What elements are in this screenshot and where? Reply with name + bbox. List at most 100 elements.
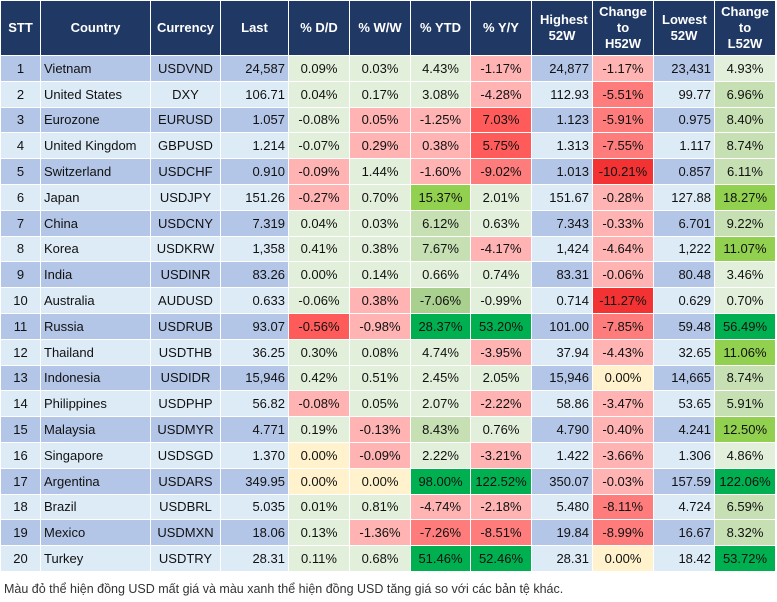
cell-pct-ytd: 15.37% xyxy=(410,183,471,211)
cell-low-52w: 32.65 xyxy=(653,338,715,366)
cell-change-h52w: -3.66% xyxy=(592,441,654,469)
cell-low-52w: 6.701 xyxy=(653,209,715,237)
cell-low-52w: 80.48 xyxy=(653,261,715,289)
cell-stt: 6 xyxy=(0,183,41,211)
cell-country: Turkey xyxy=(40,545,151,572)
cell-pct-yy: 2.05% xyxy=(470,364,532,392)
table-row: 9 India USDINR 83.26 0.00% 0.14% 0.66% 0.74% 83.… xyxy=(0,261,776,289)
cell-pct-dd: 0.00% xyxy=(288,261,350,289)
table-row: 13 Indonesia USDIDR 15,946 0.42% 0.51% 2.45% 2.… xyxy=(0,364,776,392)
cell-pct-ww: 0.03% xyxy=(349,55,411,82)
cell-pct-dd: 0.09% xyxy=(288,55,350,82)
cell-change-h52w: 0.00% xyxy=(592,364,654,392)
cell-pct-dd: 0.13% xyxy=(288,519,350,547)
cell-pct-ww: 0.17% xyxy=(349,80,411,108)
cell-currency: EURUSD xyxy=(150,106,221,134)
cell-pct-yy: -3.95% xyxy=(470,338,532,366)
cell-pct-yy: -4.17% xyxy=(470,235,532,263)
header-currency: Currency xyxy=(150,0,221,56)
cell-stt: 3 xyxy=(0,106,41,134)
cell-pct-dd: 0.30% xyxy=(288,338,350,366)
cell-currency: USDMYR xyxy=(150,416,221,443)
cell-pct-ww: 0.70% xyxy=(349,183,411,211)
cell-pct-ytd: 2.45% xyxy=(410,364,471,392)
cell-change-l52w: 6.59% xyxy=(714,493,776,521)
cell-last: 4.771 xyxy=(220,416,289,443)
table-row: 10 Australia AUDUSD 0.633 -0.06% 0.38% -7.06% -… xyxy=(0,287,776,314)
cell-change-l52w: 0.70% xyxy=(714,287,776,314)
cell-change-h52w: -7.85% xyxy=(592,312,654,340)
cell-low-52w: 4.724 xyxy=(653,493,715,521)
cell-pct-dd: 0.04% xyxy=(288,209,350,237)
cell-pct-yy: 52.46% xyxy=(470,545,532,572)
cell-currency: GBPUSD xyxy=(150,132,221,160)
cell-change-h52w: -0.40% xyxy=(592,416,654,443)
cell-pct-ytd: 3.08% xyxy=(410,80,471,108)
table-row: 11 Russia USDRUB 93.07 -0.56% -0.98% 28.37% 53.… xyxy=(0,312,776,340)
header-change-l52w: Change to L52W xyxy=(714,0,776,56)
cell-high-52w: 15,946 xyxy=(531,364,593,392)
cell-last: 1,358 xyxy=(220,235,289,263)
cell-country: Korea xyxy=(40,235,151,263)
cell-low-52w: 59.48 xyxy=(653,312,715,340)
cell-pct-ww: 0.00% xyxy=(349,467,411,495)
cell-low-52w: 0.975 xyxy=(653,106,715,134)
cell-low-52w: 1.306 xyxy=(653,441,715,469)
cell-last: 93.07 xyxy=(220,312,289,340)
table-row: 8 Korea USDKRW 1,358 0.41% 0.38% 7.67% -4.17% 1,… xyxy=(0,235,776,263)
cell-high-52w: 83.31 xyxy=(531,261,593,289)
cell-pct-ytd: 28.37% xyxy=(410,312,471,340)
cell-change-l52w: 53.72% xyxy=(714,545,776,572)
cell-last: 0.910 xyxy=(220,158,289,185)
cell-pct-yy: 5.75% xyxy=(470,132,532,160)
cell-pct-ytd: 98.00% xyxy=(410,467,471,495)
cell-last: 56.82 xyxy=(220,390,289,418)
cell-currency: USDPHP xyxy=(150,390,221,418)
cell-change-h52w: -8.99% xyxy=(592,519,654,547)
cell-high-52w: 24,877 xyxy=(531,55,593,82)
cell-pct-ww: -0.98% xyxy=(349,312,411,340)
cell-high-52w: 19.84 xyxy=(531,519,593,547)
cell-stt: 16 xyxy=(0,441,41,469)
cell-change-l52w: 9.22% xyxy=(714,209,776,237)
cell-country: Australia xyxy=(40,287,151,314)
header-ytd: % YTD xyxy=(410,0,471,56)
cell-last: 106.71 xyxy=(220,80,289,108)
cell-currency: DXY xyxy=(150,80,221,108)
cell-low-52w: 127.88 xyxy=(653,183,715,211)
cell-pct-dd: 0.04% xyxy=(288,80,350,108)
cell-currency: USDARS xyxy=(150,467,221,495)
cell-pct-dd: 0.00% xyxy=(288,441,350,469)
cell-change-l52w: 18.27% xyxy=(714,183,776,211)
cell-high-52w: 1.123 xyxy=(531,106,593,134)
cell-high-52w: 101.00 xyxy=(531,312,593,340)
cell-pct-yy: -0.99% xyxy=(470,287,532,314)
cell-pct-dd: 0.41% xyxy=(288,235,350,263)
cell-change-l52w: 12.50% xyxy=(714,416,776,443)
cell-pct-yy: 0.76% xyxy=(470,416,532,443)
cell-pct-ww: -0.13% xyxy=(349,416,411,443)
cell-pct-dd: -0.56% xyxy=(288,312,350,340)
cell-change-h52w: -8.11% xyxy=(592,493,654,521)
cell-pct-ww: 0.29% xyxy=(349,132,411,160)
cell-low-52w: 16.67 xyxy=(653,519,715,547)
cell-pct-ytd: 0.66% xyxy=(410,261,471,289)
cell-pct-yy: -2.18% xyxy=(470,493,532,521)
cell-change-l52w: 4.93% xyxy=(714,55,776,82)
cell-pct-ww: 0.14% xyxy=(349,261,411,289)
cell-low-52w: 4.241 xyxy=(653,416,715,443)
cell-change-l52w: 5.91% xyxy=(714,390,776,418)
table-row: 18 Brazil USDBRL 5.035 0.01% 0.81% -4.74% -2.18… xyxy=(0,493,776,521)
cell-last: 36.25 xyxy=(220,338,289,366)
cell-last: 7.319 xyxy=(220,209,289,237)
cell-currency: USDRUB xyxy=(150,312,221,340)
cell-last: 1.370 xyxy=(220,441,289,469)
cell-pct-ww: 0.08% xyxy=(349,338,411,366)
cell-change-h52w: -0.28% xyxy=(592,183,654,211)
cell-country: Eurozone xyxy=(40,106,151,134)
cell-country: Argentina xyxy=(40,467,151,495)
cell-change-h52w: -7.55% xyxy=(592,132,654,160)
cell-currency: USDIDR xyxy=(150,364,221,392)
cell-pct-yy: -1.17% xyxy=(470,55,532,82)
cell-stt: 4 xyxy=(0,132,41,160)
